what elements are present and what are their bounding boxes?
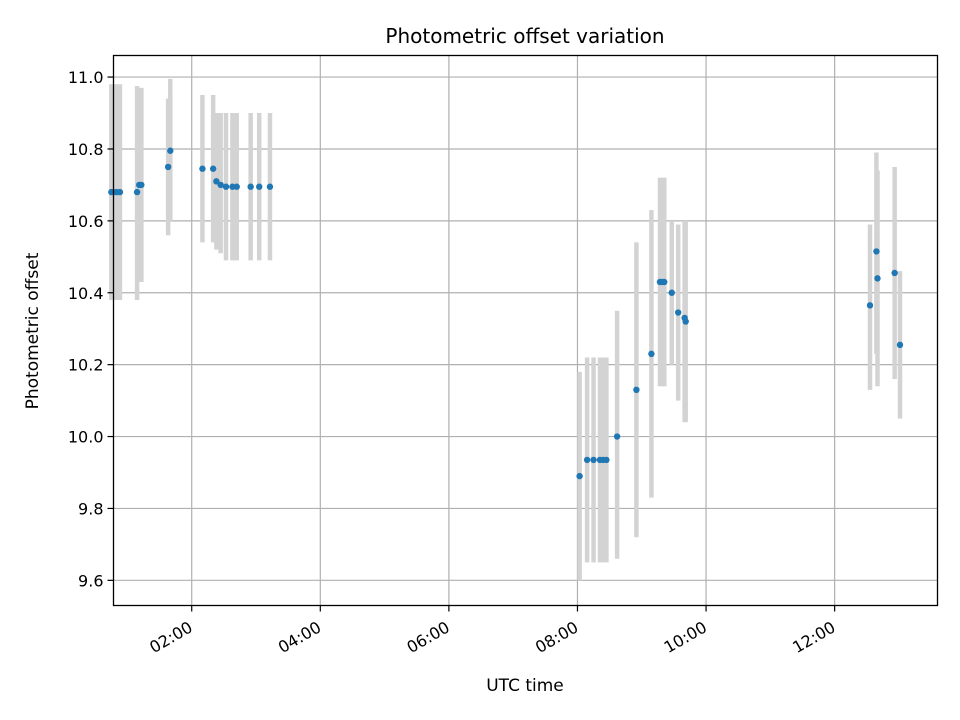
y-axis-ticks: 9.6 9.8 10.0 10.2 10.4 10.6 10.8 11.0 <box>68 68 114 590</box>
y-axis-label: Photometric offset <box>23 252 43 409</box>
data-point <box>222 183 230 190</box>
data-point <box>874 275 881 282</box>
data-point <box>873 248 880 255</box>
y-tick-label: 9.6 <box>78 571 103 590</box>
data-point <box>674 309 682 316</box>
x-axis-ticks: 02:00 04:00 06:00 08:00 10:00 12:00 <box>146 605 839 658</box>
y-tick-label: 11.0 <box>68 68 104 87</box>
data-point <box>138 181 145 189</box>
data-point <box>233 183 240 190</box>
data-point <box>164 163 172 171</box>
y-tick-label: 10.6 <box>68 212 104 231</box>
chart-title: Photometric offset variation <box>385 24 664 48</box>
y-tick-label: 10.8 <box>68 140 104 159</box>
data-point <box>633 386 640 394</box>
data-point <box>603 456 610 464</box>
x-tick-label: 12:00 <box>789 618 838 658</box>
data-point <box>613 433 621 440</box>
y-tick-label: 9.8 <box>78 499 103 518</box>
data-point <box>661 278 668 286</box>
data-point <box>590 456 597 464</box>
y-tick-label: 10.4 <box>68 284 104 303</box>
data-point <box>116 188 124 196</box>
x-tick-label: 04:00 <box>275 618 324 658</box>
data-point <box>217 181 224 189</box>
y-tick-label: 10.0 <box>68 428 104 447</box>
data-point <box>648 350 655 358</box>
data-point <box>167 147 174 154</box>
y-tick-label: 10.2 <box>68 356 104 375</box>
data-point <box>896 341 904 349</box>
data-point <box>866 302 874 309</box>
data-points <box>108 147 904 480</box>
data-point <box>682 318 689 325</box>
x-tick-label: 06:00 <box>403 618 452 658</box>
data-point <box>266 183 274 190</box>
data-point <box>583 456 591 464</box>
data-point <box>133 188 141 196</box>
error-bars <box>109 78 903 581</box>
x-axis-label: UTC time <box>486 676 564 696</box>
plot-frame <box>112 54 939 607</box>
data-point <box>213 178 220 185</box>
data-point <box>668 289 675 296</box>
data-point <box>209 165 217 172</box>
data-point <box>576 472 583 480</box>
data-point <box>891 269 898 277</box>
data-point <box>247 183 254 190</box>
x-tick-label: 08:00 <box>532 618 581 658</box>
data-point <box>199 165 206 172</box>
data-point <box>256 183 263 190</box>
x-tick-label: 02:00 <box>146 618 195 658</box>
x-tick-label: 10:00 <box>661 618 710 658</box>
